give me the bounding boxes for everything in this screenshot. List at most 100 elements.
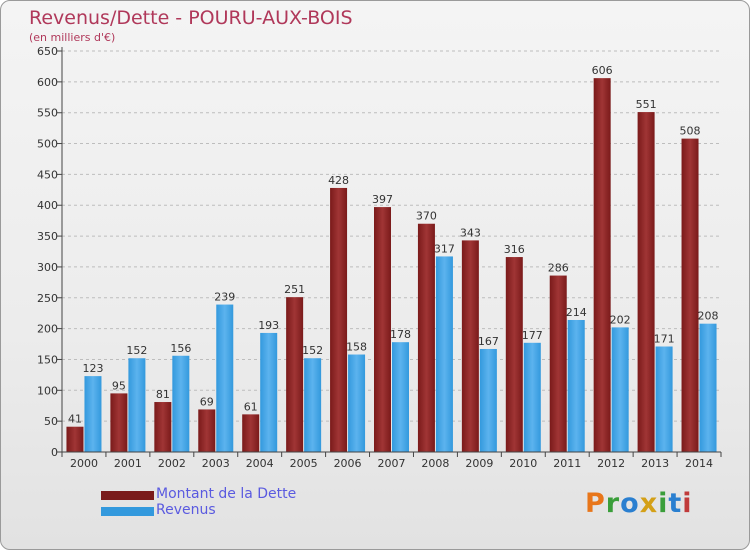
bar-revenue-2014 (699, 323, 717, 452)
data-label-revenue-2010: 177 (522, 329, 543, 342)
proxiti-logo: Proxiti (585, 488, 693, 519)
bar-debt-2001 (110, 393, 128, 452)
legend-swatch-revenue (101, 507, 154, 516)
data-label-revenue-2008: 317 (434, 242, 455, 255)
logo-letter: r (605, 488, 621, 519)
bar-debt-2009 (461, 240, 479, 452)
data-label-revenue-2003: 239 (214, 291, 235, 304)
bar-revenue-2003 (216, 304, 234, 452)
bar-debt-2008 (417, 223, 435, 452)
data-label-debt-2008: 370 (416, 210, 437, 223)
y-tick-label: 450 (37, 168, 58, 181)
y-tick-label: 650 (37, 45, 58, 58)
x-tick-label: 2014 (685, 457, 713, 470)
bar-revenue-2005 (304, 358, 322, 452)
x-tick-label: 2006 (334, 457, 362, 470)
data-label-revenue-2002: 156 (170, 342, 191, 355)
bar-debt-2003 (198, 409, 216, 452)
data-label-debt-2003: 69 (200, 395, 214, 408)
bar-debt-2014 (681, 138, 699, 452)
bar-debt-2004 (242, 414, 260, 452)
data-label-debt-2002: 81 (156, 388, 170, 401)
data-label-debt-2007: 397 (372, 193, 393, 206)
data-label-debt-2009: 343 (460, 226, 481, 239)
legend-swatch-debt (101, 491, 154, 500)
data-label-debt-2011: 286 (548, 262, 569, 275)
bar-revenue-2007 (392, 342, 409, 452)
y-tick-label: 500 (37, 138, 58, 151)
y-tick-label: 100 (37, 384, 58, 397)
bar-revenue-2013 (655, 346, 673, 452)
data-label-revenue-2011: 214 (566, 306, 587, 319)
x-tick-label: 2009 (465, 457, 493, 470)
x-tick-label: 2008 (421, 457, 449, 470)
y-tick-label: 150 (37, 353, 58, 366)
y-tick-label: 600 (37, 76, 58, 89)
logo-letter: i (658, 488, 669, 519)
bar-debt-2000 (66, 426, 84, 452)
chart-title: Revenus/Dette - POURU-AUX-BOIS (29, 7, 353, 29)
bar-debt-2012 (593, 78, 611, 452)
bar-debt-2011 (549, 275, 567, 452)
y-tick-label: 400 (37, 199, 58, 212)
bar-revenue-2011 (567, 319, 585, 452)
data-label-revenue-2012: 202 (610, 313, 631, 326)
logo-letter: o (620, 488, 640, 519)
data-label-debt-2006: 428 (328, 174, 349, 187)
x-tick-label: 2002 (158, 457, 186, 470)
legend-label-debt: Montant de la Dette (156, 486, 297, 502)
data-label-revenue-2007: 178 (390, 328, 411, 341)
x-tick-label: 2005 (290, 457, 318, 470)
y-tick-label: 300 (37, 261, 58, 274)
data-label-debt-2014: 508 (680, 125, 701, 138)
bar-debt-2010 (505, 257, 523, 452)
bar-revenue-2000 (84, 376, 102, 452)
bar-debt-2002 (154, 402, 172, 452)
data-label-debt-2010: 316 (504, 243, 525, 256)
y-tick-label: 250 (37, 292, 58, 305)
y-tick-label: 550 (37, 107, 58, 120)
data-label-debt-2005: 251 (284, 283, 305, 296)
logo-letter: P (585, 488, 606, 519)
bar-revenue-2010 (523, 342, 541, 452)
bar-revenue-2001 (128, 358, 146, 452)
x-tick-label: 2010 (509, 457, 537, 470)
y-tick-label: 200 (37, 323, 58, 336)
y-tick-label: 50 (44, 415, 58, 428)
legend-label-revenue: Revenus (156, 502, 216, 518)
y-tick-label: 350 (37, 230, 58, 243)
bar-revenue-2006 (348, 354, 366, 452)
x-tick-label: 2013 (641, 457, 669, 470)
data-label-revenue-2000: 123 (82, 362, 103, 375)
data-label-debt-2013: 551 (636, 98, 657, 111)
bar-debt-2013 (637, 112, 655, 453)
x-tick-label: 2011 (553, 457, 581, 470)
data-label-revenue-2001: 152 (126, 344, 147, 357)
bar-debt-2006 (330, 187, 348, 453)
chart-subtitle: (en milliers d'€) (29, 31, 116, 44)
logo-letter: i (682, 488, 693, 519)
data-label-debt-2004: 61 (244, 400, 258, 413)
data-label-revenue-2006: 158 (346, 341, 367, 354)
bar-revenue-2012 (611, 327, 629, 452)
x-tick-label: 2003 (202, 457, 230, 470)
x-tick-label: 2007 (378, 457, 406, 470)
data-label-revenue-2009: 167 (478, 335, 499, 348)
bar-debt-2005 (286, 297, 304, 452)
x-tick-label: 2012 (597, 457, 625, 470)
bar-revenue-2002 (172, 355, 190, 452)
data-label-debt-2001: 95 (112, 379, 126, 392)
x-tick-label: 2004 (246, 457, 274, 470)
logo-letter: x (639, 488, 659, 519)
bar-revenue-2009 (479, 348, 497, 452)
data-label-revenue-2004: 193 (258, 319, 279, 332)
data-label-revenue-2014: 208 (698, 310, 719, 323)
data-label-revenue-2013: 171 (654, 333, 675, 346)
data-label-debt-2012: 606 (592, 64, 613, 77)
bar-revenue-2004 (260, 332, 278, 452)
bar-debt-2007 (374, 207, 391, 452)
logo-letter: t (668, 488, 683, 519)
bar-revenue-2008 (435, 256, 453, 452)
